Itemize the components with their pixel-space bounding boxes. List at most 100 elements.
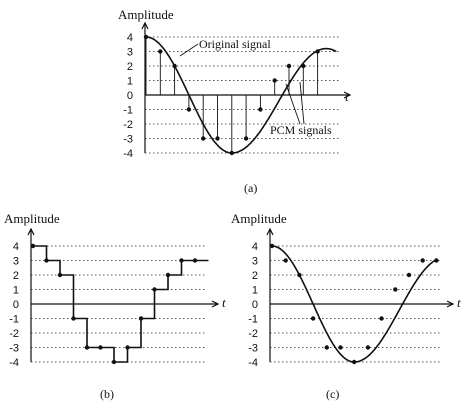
sample-point bbox=[186, 107, 192, 112]
ytick-label: 2 bbox=[13, 270, 19, 282]
sample-point bbox=[258, 107, 263, 112]
panel-a: Amplitude t (a) Original signal PCM sign… bbox=[118, 7, 352, 195]
ytick-label: -4 bbox=[123, 148, 133, 160]
panel-b: Amplitude t (b) 4 3 2 1 0 -1 -2 -3 -4 bbox=[4, 211, 226, 401]
annotation-original-signal: Original signal bbox=[199, 37, 271, 51]
ytick-label: 3 bbox=[252, 256, 258, 268]
sample-point bbox=[315, 49, 320, 54]
sample-point bbox=[143, 34, 149, 40]
panel-b-axes bbox=[27, 227, 220, 362]
original-signal-pointer bbox=[179, 43, 199, 57]
panel-c-ylabel: Amplitude bbox=[231, 211, 287, 226]
ytick-label: -2 bbox=[123, 119, 133, 131]
sample-point bbox=[98, 345, 103, 350]
sample-point bbox=[283, 258, 288, 263]
panel-b-xlabel: t bbox=[222, 295, 226, 310]
panel-b-ylabel: Amplitude bbox=[4, 211, 60, 226]
sample-point bbox=[272, 78, 277, 83]
sample-point bbox=[215, 136, 220, 141]
panel-a-gridlines bbox=[145, 36, 340, 154]
sample-point bbox=[30, 243, 36, 249]
sample-point bbox=[71, 316, 76, 321]
ytick-label: 1 bbox=[13, 285, 19, 297]
sample-point bbox=[338, 345, 343, 350]
ytick-label: -2 bbox=[9, 328, 19, 340]
panel-a-ytick-labels: 4 3 2 1 0 -1 -2 -3 -4 bbox=[123, 32, 133, 160]
panel-b-ytick-labels: 4 3 2 1 0 -1 -2 -3 -4 bbox=[9, 241, 19, 369]
sample-point bbox=[179, 258, 184, 263]
sample-point bbox=[138, 316, 144, 321]
sample-point bbox=[201, 136, 206, 141]
panel-a-sample-points bbox=[143, 34, 320, 156]
ytick-label: 0 bbox=[252, 299, 258, 311]
sample-point bbox=[172, 63, 177, 69]
sample-point bbox=[286, 63, 292, 69]
ytick-label: -4 bbox=[248, 357, 258, 369]
ytick-label: -1 bbox=[9, 314, 19, 326]
panel-a-pcm-stems bbox=[145, 37, 319, 153]
ytick-label: 1 bbox=[127, 76, 133, 88]
sample-point bbox=[365, 345, 371, 350]
panel-b-staircase bbox=[33, 245, 209, 363]
sample-point bbox=[152, 287, 157, 292]
ytick-label: 1 bbox=[252, 285, 258, 297]
sample-point bbox=[406, 272, 412, 278]
pcm-staircase bbox=[33, 245, 209, 363]
ytick-label: 0 bbox=[13, 299, 19, 311]
panel-b-sample-points bbox=[30, 243, 198, 365]
panel-c-ytick-labels: 4 3 2 1 0 -1 -2 -3 -4 bbox=[248, 241, 258, 369]
sample-point bbox=[393, 287, 398, 292]
sample-point bbox=[229, 150, 234, 156]
x-axis-arrow bbox=[343, 91, 352, 99]
ytick-label: -1 bbox=[248, 314, 258, 326]
sample-point bbox=[310, 316, 316, 321]
y-axis-arrow bbox=[27, 227, 35, 236]
sample-point bbox=[269, 243, 275, 249]
ytick-label: 3 bbox=[13, 256, 19, 268]
pcm-pointer bbox=[299, 81, 305, 125]
ytick-label: 4 bbox=[13, 241, 19, 253]
ytick-label: -3 bbox=[248, 343, 258, 355]
panel-a-axes bbox=[141, 21, 352, 153]
sample-point bbox=[420, 258, 425, 263]
ytick-label: -4 bbox=[9, 357, 19, 369]
panel-a-ylabel: Amplitude bbox=[118, 7, 174, 22]
sample-point bbox=[324, 345, 329, 350]
sample-point bbox=[379, 316, 384, 321]
panel-c-caption: (c) bbox=[326, 387, 339, 401]
sample-point bbox=[352, 359, 357, 365]
y-axis-arrow bbox=[266, 227, 274, 236]
ytick-label: 2 bbox=[127, 61, 133, 73]
ytick-label: 3 bbox=[127, 47, 133, 59]
ytick-label: 4 bbox=[127, 32, 133, 44]
ytick-label: 4 bbox=[252, 241, 258, 253]
panel-c-sample-points bbox=[269, 243, 439, 365]
sample-point bbox=[84, 345, 90, 350]
annotation-pcm-signals: PCM signals bbox=[270, 123, 332, 137]
y-axis-arrow bbox=[141, 21, 149, 30]
sample-point bbox=[158, 49, 163, 54]
ytick-label: -3 bbox=[9, 343, 19, 355]
sample-point bbox=[165, 272, 171, 278]
ytick-label: -1 bbox=[123, 105, 133, 117]
ytick-label: -3 bbox=[123, 134, 133, 146]
panel-a-annotation-arrows bbox=[179, 43, 305, 125]
panel-c-xlabel: t bbox=[457, 295, 461, 310]
panel-c-axes bbox=[266, 227, 455, 362]
sample-point bbox=[243, 136, 249, 141]
panel-b-caption: (b) bbox=[100, 387, 114, 401]
x-axis-arrow bbox=[211, 300, 220, 308]
original-signal-curve bbox=[145, 36, 337, 154]
panel-c: Amplitude t (c) 4 3 2 1 0 -1 -2 -3 -4 bbox=[231, 211, 461, 401]
sample-point bbox=[57, 272, 63, 278]
panel-a-caption: (a) bbox=[244, 181, 257, 195]
sample-point bbox=[125, 345, 130, 350]
panel-a-original-curve bbox=[145, 36, 337, 154]
sample-point bbox=[297, 272, 302, 278]
x-axis-arrow bbox=[446, 300, 455, 308]
sample-point bbox=[301, 63, 306, 69]
pcm-pointer bbox=[285, 83, 301, 125]
sample-point bbox=[44, 258, 49, 263]
